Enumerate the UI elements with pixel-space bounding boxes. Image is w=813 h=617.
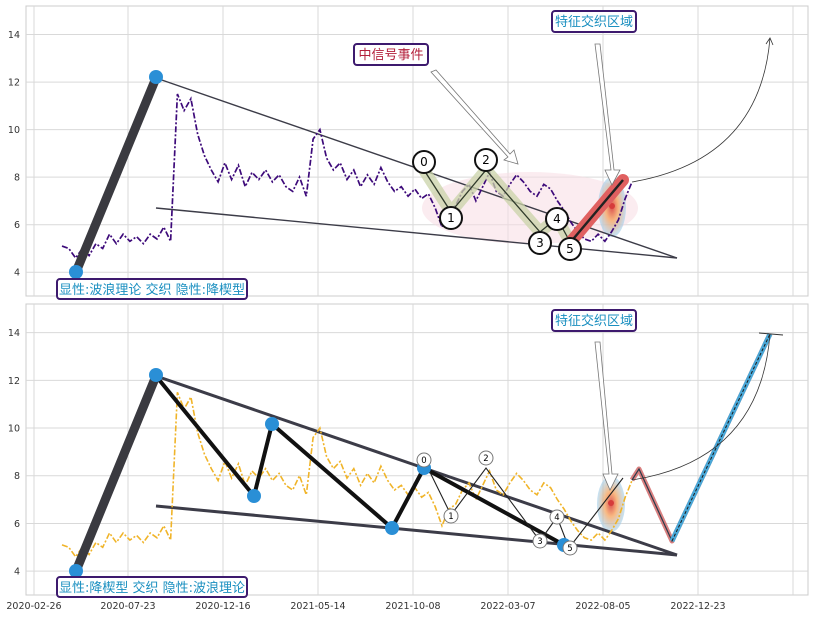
projection-blue-leg-dash: [671, 333, 771, 542]
y-tick-label: 10: [8, 424, 20, 435]
y-tick-label: 14: [8, 328, 20, 339]
impulse-leg-bottom: [71, 371, 161, 576]
signal-event-box: 中信号事件: [353, 43, 429, 66]
svg-text:显性:波浪理论 交织 隐性:降楔型: 显性:波浪理论 交织 隐性:降楔型: [59, 282, 245, 298]
price-series-bottom: [61, 392, 633, 559]
svg-text:4: 4: [553, 212, 561, 226]
svg-text:1: 1: [448, 512, 453, 522]
zone-arrow-bottom: [594, 341, 619, 491]
x-tick-label: 2020-02-26: [6, 601, 61, 612]
y-tick-label: 12: [8, 376, 20, 387]
wave-label-bottom-0: 0: [416, 452, 432, 468]
svg-text:0: 0: [421, 456, 426, 466]
pivot-low-dot: [69, 265, 83, 279]
x-ticks-bottom: 2020-02-26 2020-07-23 2020-12-16 2021-05-14…: [6, 601, 725, 612]
svg-text:3: 3: [537, 537, 542, 547]
y-ticks-bottom: 4 6 8 10 12 14: [8, 328, 20, 578]
wave-label-4: 4: [545, 207, 569, 231]
feature-zone-box-bottom: 特征交织区域: [551, 309, 637, 332]
wave-label-bottom-2: 2: [478, 450, 494, 466]
projection-arrow-bottom: [631, 333, 771, 481]
wave-label-0: 0: [412, 150, 436, 174]
svg-text:5: 5: [567, 544, 572, 554]
y-tick-label: 10: [8, 125, 20, 136]
wave-label-5: 5: [558, 237, 582, 261]
wave-label-bottom-1: 1: [443, 508, 459, 524]
x-tick-label: 2020-07-23: [100, 601, 155, 612]
x-tick-label: 2022-12-23: [670, 601, 725, 612]
hotspot-center: [609, 203, 615, 209]
pattern-label-box-bottom: 显性:降楔型 交织 隐性:波浪理论: [56, 576, 248, 598]
price-series: [61, 93, 633, 260]
svg-text:1: 1: [447, 211, 455, 225]
signal-arrow: [430, 69, 519, 165]
y-tick-label: 6: [14, 220, 20, 231]
wave-label-bottom-3: 3: [532, 533, 548, 549]
y-tick-label: 8: [14, 173, 20, 184]
wedge-zigzag: [154, 374, 565, 547]
impulse-leg: [71, 73, 161, 277]
svg-text:3: 3: [536, 236, 544, 250]
svg-text:特征交织区域: 特征交织区域: [555, 14, 633, 30]
x-tick-label: 2021-10-08: [385, 601, 440, 612]
feature-zone-box-top: 特征交织区域: [551, 10, 637, 33]
wedge-lower-line-bottom: [155, 504, 678, 557]
svg-text:中信号事件: 中信号事件: [358, 48, 423, 63]
y-tick-label: 12: [8, 78, 20, 89]
hotspot-center-bottom: [608, 500, 614, 506]
breakout-line: [568, 179, 624, 245]
zone-arrow: [594, 43, 621, 186]
svg-text:特征交织区域: 特征交织区域: [555, 313, 633, 329]
wave-label-bottom-4: 4: [549, 509, 565, 525]
y-tick-label: 4: [14, 567, 20, 578]
wedge-lower-line: [155, 207, 678, 259]
wedge-upper-line-bottom: [155, 374, 678, 557]
y-tick-label: 8: [14, 471, 20, 482]
svg-text:0: 0: [420, 155, 428, 169]
wave-label-1: 1: [439, 206, 463, 230]
y-ticks-top: 4 6 8 10 12 14: [8, 30, 20, 279]
wave-label-3: 3: [528, 231, 552, 255]
y-tick-label: 14: [8, 30, 20, 41]
projection-arrow-head: [765, 37, 774, 46]
x-tick-label: 2021-05-14: [290, 601, 345, 612]
pivot-high-dot: [149, 70, 163, 84]
x-tick-label: 2022-08-05: [575, 601, 630, 612]
wave-label-bottom-5: 5: [562, 540, 578, 556]
target-marker: [758, 332, 784, 336]
projection-arrow: [631, 37, 771, 183]
grid-top: [26, 6, 808, 296]
svg-text:5: 5: [566, 242, 574, 256]
svg-text:2: 2: [483, 454, 488, 464]
svg-text:显性:降楔型 交织 隐性:波浪理论: 显性:降楔型 交织 隐性:波浪理论: [59, 580, 245, 596]
x-tick-label: 2022-03-07: [480, 601, 535, 612]
x-tick-label: 2020-12-16: [195, 601, 250, 612]
svg-text:4: 4: [554, 513, 559, 523]
y-tick-label: 4: [14, 268, 20, 279]
wave-label-2: 2: [474, 148, 498, 172]
y-tick-label: 6: [14, 519, 20, 530]
plot-frame-bottom: [25, 303, 809, 596]
pattern-label-box-top: 显性:波浪理论 交织 隐性:降楔型: [56, 278, 248, 300]
svg-text:2: 2: [482, 153, 490, 167]
